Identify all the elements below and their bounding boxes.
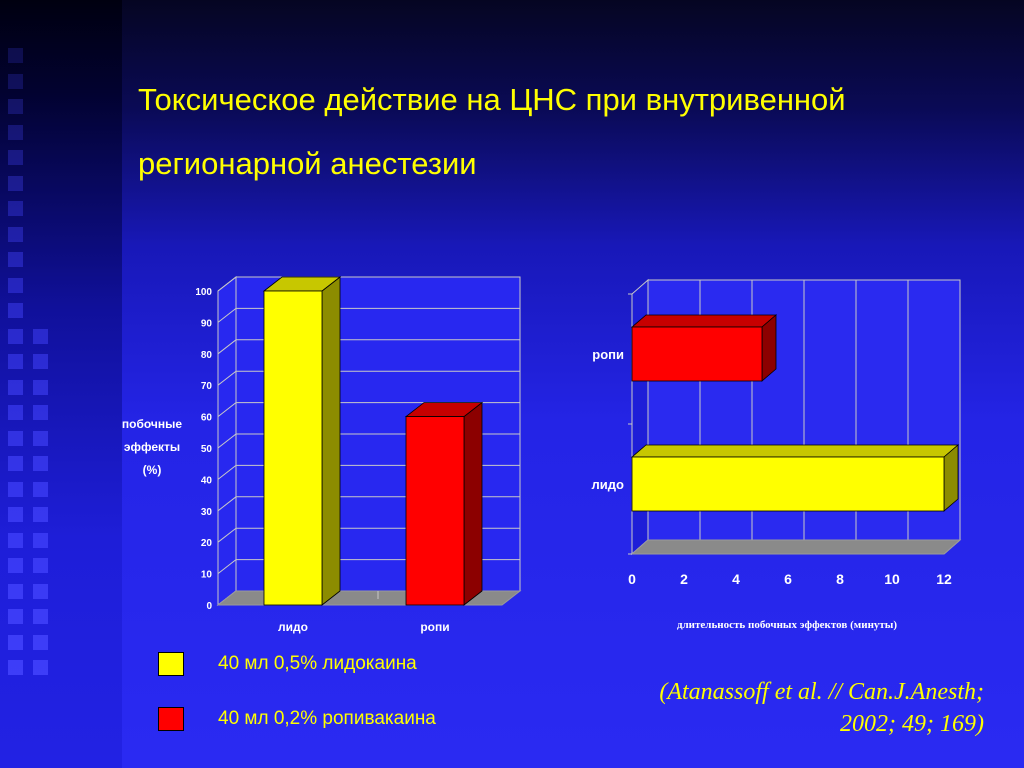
y-tick-label: 70 — [201, 381, 213, 392]
x-tick-label: 0 — [628, 571, 636, 587]
decorative-square — [8, 660, 23, 675]
decorative-square — [33, 507, 48, 522]
x-tick-label: 4 — [732, 571, 740, 587]
decorative-square — [8, 277, 23, 293]
y-tick-label: 0 — [206, 601, 212, 612]
side-effects-duration-bar-chart: 0 2 4 6 8 10 12 ропи лидо длительность побочных э… — [592, 278, 962, 631]
decorative-square — [8, 124, 23, 140]
x-tick-label: 10 — [884, 571, 900, 587]
legend-swatch-ropivacaine — [158, 707, 184, 731]
decorative-square — [8, 634, 23, 650]
decorative-square — [8, 252, 23, 267]
bar-лидо — [630, 444, 960, 512]
decorative-square — [33, 660, 48, 675]
side-effects-percent-bar-chart: 0 10 20 30 40 50 60 70 80 90 100 лидо ропи побочные эф… — [122, 275, 522, 634]
decorative-square-column — [0, 0, 122, 768]
y-tick-label: ропи — [592, 347, 624, 362]
decorative-square — [8, 150, 23, 165]
y-tick-label: 60 — [201, 413, 213, 424]
decorative-square — [8, 532, 23, 548]
decorative-square — [8, 73, 23, 89]
x-axis-label: длительность побочных эффектов (минуты) — [677, 619, 897, 631]
slide-title-line-2: регионарной анестезии — [138, 146, 477, 181]
gridline — [217, 339, 520, 355]
decorative-square — [33, 405, 48, 420]
decorative-square — [33, 558, 48, 573]
y-axis-label-line: побочные — [122, 417, 182, 431]
y-tick-label: 100 — [195, 287, 212, 298]
gridline — [217, 276, 520, 292]
decorative-square — [8, 583, 23, 599]
y-tick-label: 80 — [201, 350, 213, 361]
citation: (Atanassoff et al. // Can.J.Anesth; 2002… — [560, 676, 984, 740]
decorative-square — [8, 226, 23, 242]
decorative-square — [33, 609, 48, 624]
decorative-square — [8, 48, 23, 63]
x-tick-label: 6 — [784, 571, 792, 587]
decorative-square — [33, 379, 48, 395]
x-tick-label: лидо — [278, 620, 308, 634]
bar-лидо — [262, 276, 342, 606]
x-tick-label: 2 — [680, 571, 688, 587]
decorative-square — [8, 175, 23, 191]
x-tick-label: 12 — [936, 571, 952, 587]
y-tick-label: 10 — [201, 570, 213, 581]
decorative-square — [8, 379, 23, 395]
y-tick-label: 50 — [201, 444, 213, 455]
decorative-square — [8, 609, 23, 624]
y-tick-label: 40 — [201, 475, 213, 486]
decorative-square — [33, 328, 48, 344]
bar-ропи — [404, 401, 484, 606]
x-tick-label: 8 — [836, 571, 844, 587]
y-tick-label: лидо — [592, 477, 625, 492]
citation-line-2: 2002; 49; 169) — [840, 711, 984, 737]
y-tick-label: 90 — [201, 318, 213, 329]
legend-swatch-lidocaine — [158, 652, 184, 676]
y-tick-label: 20 — [201, 538, 213, 549]
decorative-square — [8, 481, 23, 497]
y-axis-label-line: эффекты — [124, 440, 180, 454]
y-tick-label: 30 — [201, 507, 213, 518]
y-axis-label-line: (%) — [143, 463, 162, 477]
decorative-square — [8, 99, 23, 114]
gridline — [217, 370, 520, 386]
floor — [630, 539, 962, 555]
citation-line-1: (Atanassoff et al. // Can.J.Anesth; — [659, 679, 984, 705]
decorative-square — [8, 430, 23, 446]
gridline — [217, 307, 520, 323]
bar-ропи — [630, 314, 778, 382]
decorative-square — [8, 507, 23, 522]
decorative-square — [8, 405, 23, 420]
legend-label-ropivacaine: 40 мл 0,2% ропивакаина — [218, 708, 436, 729]
decorative-square — [33, 456, 48, 471]
decorative-square — [8, 303, 23, 318]
x-tick-label: ропи — [420, 620, 449, 634]
slide-title-line-1: Токсическое действие на ЦНС при внутриве… — [138, 82, 846, 117]
decorative-square — [8, 354, 23, 369]
decorative-square — [33, 481, 48, 497]
decorative-square — [33, 634, 48, 650]
decorative-square — [33, 354, 48, 369]
decorative-square — [8, 558, 23, 573]
decorative-square — [33, 532, 48, 548]
decorative-square — [33, 430, 48, 446]
decorative-square — [8, 328, 23, 344]
decorative-square — [8, 456, 23, 471]
decorative-square — [33, 583, 48, 599]
decorative-square — [8, 201, 23, 216]
legend-label-lidocaine: 40 мл 0,5% лидокаина — [218, 653, 417, 674]
